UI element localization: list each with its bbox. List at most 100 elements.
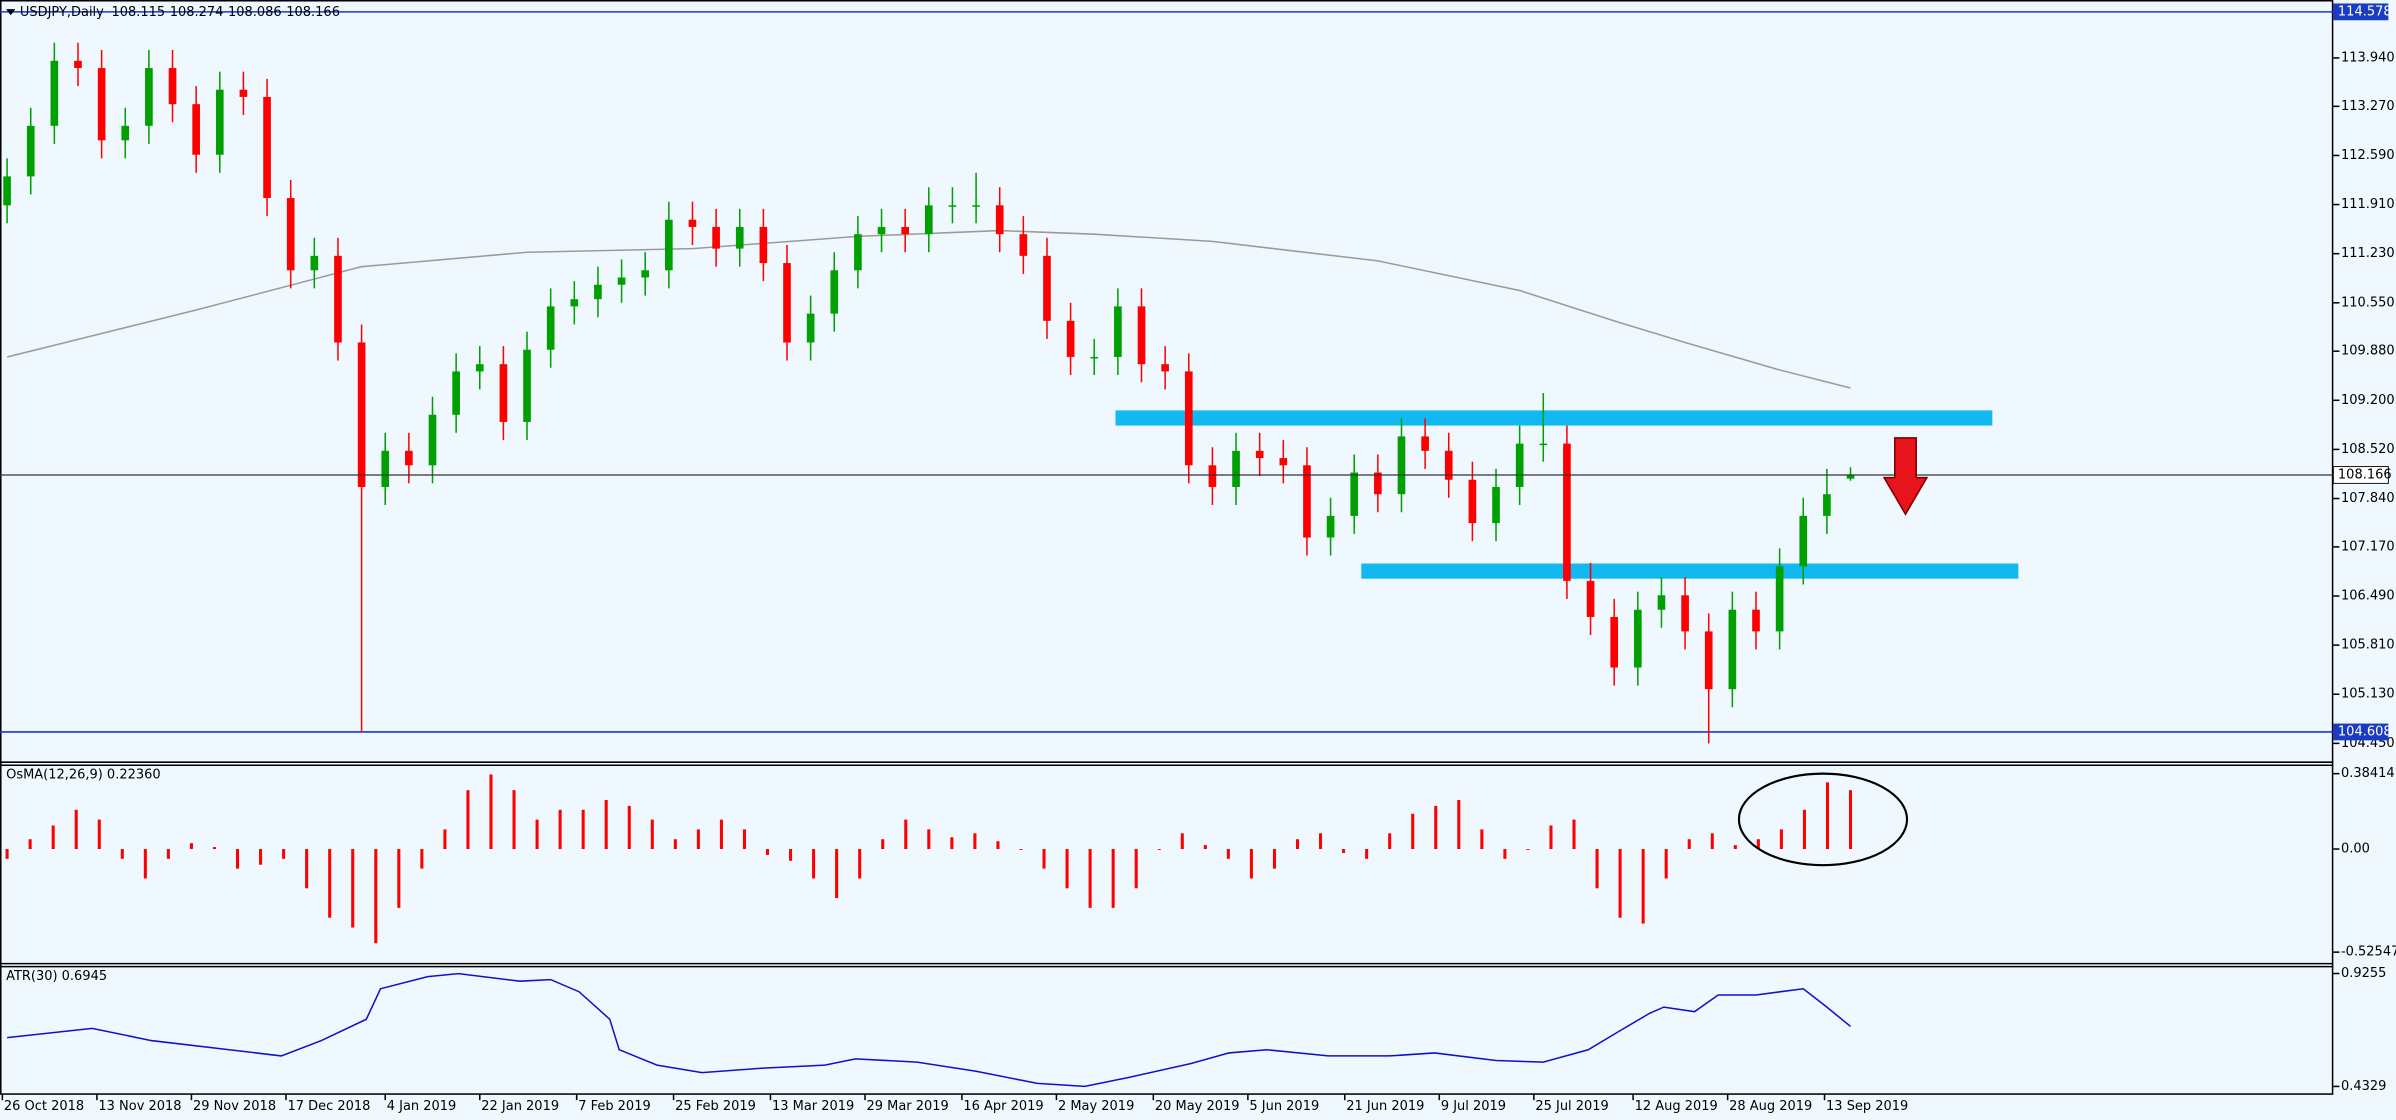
osma-bar: [189, 843, 193, 850]
candle-body: [1468, 479, 1477, 524]
osma-bar: [74, 809, 78, 850]
chart-layer: 113.940 113.270 112.590 111.910 111.230 110.5…: [0, 3, 2396, 1114]
candle-body: [641, 270, 650, 278]
y-tick-label: 0.00: [2341, 842, 2370, 857]
osma-bar: [466, 790, 470, 850]
osma-bar: [1687, 839, 1691, 850]
candle-body: [1799, 515, 1808, 567]
header-text: USDJPY,Daily 108.115 108.274 108.086 108.166: [20, 5, 340, 20]
y-tick-label: 111.910: [2341, 197, 2395, 212]
osma-bar: [1503, 849, 1507, 859]
candle-body: [1326, 515, 1335, 538]
candle-body: [972, 205, 980, 207]
osma-bar: [1342, 849, 1346, 853]
level-label: 104.608: [2338, 724, 2392, 739]
candle-body: [924, 205, 933, 235]
x-tick-label: 12 Aug 2019: [1635, 1099, 1718, 1114]
close: 108.166: [286, 5, 340, 20]
candle-body: [523, 349, 531, 422]
osma-bar: [904, 819, 908, 850]
osma-bar: [1088, 849, 1092, 908]
candle-body: [546, 306, 555, 350]
osma-bar: [881, 839, 885, 850]
osma-bar: [305, 849, 309, 889]
open: 108.115: [112, 5, 166, 20]
candle-body: [1586, 580, 1595, 617]
x-tick-label: 29 Nov 2018: [193, 1099, 276, 1114]
osma-bar: [1226, 849, 1230, 859]
candle-body: [617, 277, 626, 285]
candle-body: [1681, 595, 1689, 632]
osma-bar: [1434, 805, 1438, 850]
candle-body: [1775, 566, 1784, 632]
osma-bar: [1825, 782, 1830, 850]
candle-body: [239, 89, 248, 97]
candle-body: [1752, 609, 1760, 632]
x-tick-label: 9 Jul 2019: [1441, 1099, 1506, 1114]
candle-body: [428, 414, 437, 466]
candle-body: [499, 364, 508, 422]
osma-bar: [1019, 849, 1023, 850]
y-tick-label: -0.52547: [2341, 945, 2396, 960]
osma-bar: [1457, 799, 1461, 850]
plot-frame: [0, 0, 2334, 1095]
candle-body: [215, 89, 224, 155]
down-arrow: [1882, 437, 1929, 516]
osma-bar: [535, 819, 539, 850]
price-label: 108.166: [2338, 467, 2392, 482]
candle-body: [286, 198, 295, 271]
osma-bar: [351, 849, 355, 928]
osma-bar: [1042, 849, 1046, 869]
moving-average: [6, 229, 1851, 389]
osma-bar: [835, 849, 839, 899]
level-label-box: [2333, 723, 2389, 741]
x-tick-label: 7 Feb 2019: [578, 1099, 651, 1114]
x-tick-label: 28 Aug 2019: [1729, 1099, 1812, 1114]
symbol: USDJPY,Daily: [20, 5, 104, 20]
x-tick-label: 16 Apr 2019: [963, 1099, 1043, 1114]
osma-bar: [1802, 809, 1806, 850]
osma-bar: [765, 849, 770, 855]
y-tick-label: 105.130: [2341, 687, 2395, 702]
candle-body: [1019, 234, 1028, 256]
candle-body: [1232, 450, 1240, 487]
candle-body: [1255, 450, 1264, 459]
candle-body: [1823, 494, 1831, 516]
osma-bar: [1295, 839, 1300, 850]
y-tick-label: 0.9255: [2341, 966, 2386, 981]
candle-body: [1397, 436, 1406, 495]
osma-bar: [1203, 845, 1207, 850]
y-tick-label: 109.880: [2341, 344, 2395, 359]
candle-body: [1303, 465, 1311, 538]
osma-bar: [1618, 849, 1622, 918]
osma-bar: [1134, 849, 1138, 889]
y-tick-label: 106.490: [2341, 589, 2395, 604]
osma-label: OsMA(12,26,9) 0.22360: [6, 768, 161, 783]
x-tick-label: 13 Sep 2019: [1826, 1099, 1908, 1114]
candle-body: [995, 205, 1004, 235]
candle-body: [1043, 255, 1051, 321]
osma-bar: [28, 839, 32, 850]
x-tick-label: 13 Nov 2018: [98, 1099, 181, 1114]
osma-bar: [443, 829, 447, 850]
candle-body: [145, 68, 153, 126]
candle-body: [74, 60, 82, 69]
candle-body: [192, 104, 200, 155]
candle-body: [475, 364, 484, 372]
y-tick-label: 109.200: [2341, 393, 2395, 408]
x-tick-label: 26 Oct 2018: [4, 1099, 84, 1114]
osma-bar: [1733, 845, 1737, 850]
osma-bar: [1272, 849, 1276, 869]
level-label: 114.578: [2338, 4, 2392, 19]
osma-bar: [673, 839, 677, 850]
osma-bar: [1157, 849, 1161, 850]
osma-bar: [374, 849, 378, 944]
osma-bar: [812, 849, 816, 879]
menu-triangle: [6, 9, 16, 16]
x-tick-label: 25 Jul 2019: [1535, 1099, 1608, 1114]
candle-body: [1161, 364, 1169, 372]
candle-body: [1657, 595, 1666, 610]
osma-bar: [581, 809, 585, 850]
candle-body: [1350, 472, 1359, 516]
